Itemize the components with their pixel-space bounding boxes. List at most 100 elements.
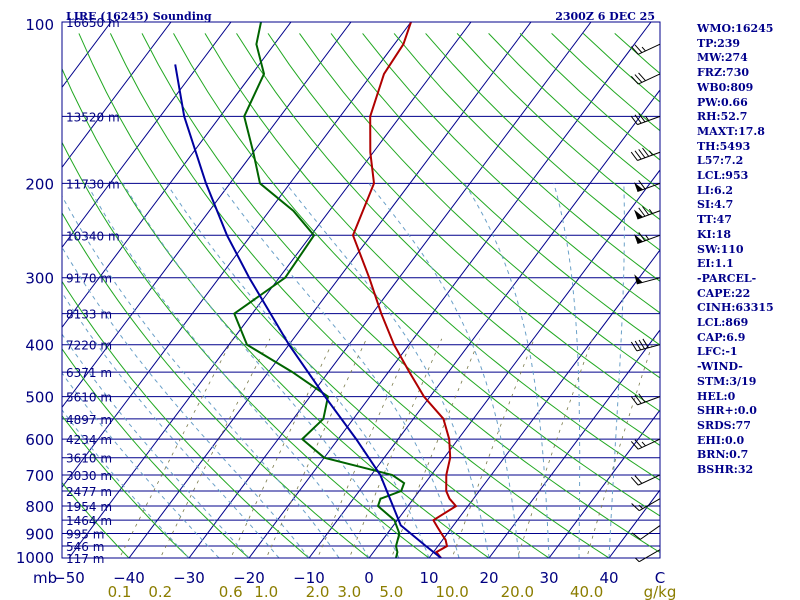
wind-barb-flag bbox=[638, 149, 646, 159]
mixing-ratio-label: 0.1 bbox=[108, 583, 132, 600]
wind-barb-flag bbox=[631, 532, 641, 540]
pressure-tick-label: 1000 bbox=[16, 549, 54, 567]
index-item: HEL:0 bbox=[697, 389, 736, 403]
dry-adiabat-line bbox=[62, 212, 370, 558]
dry-adiabat-line bbox=[425, 33, 660, 251]
isotherm-line bbox=[62, 22, 172, 169]
wind-barb-flag bbox=[638, 393, 646, 403]
moist-adiabat-line bbox=[464, 183, 550, 558]
wind-barb bbox=[630, 438, 661, 450]
wind-barb-flag bbox=[642, 338, 649, 349]
dry-adiabat-line bbox=[362, 33, 660, 314]
mixing-ratio-line bbox=[390, 338, 480, 558]
height-label: 995 m bbox=[66, 527, 104, 541]
wind-barb bbox=[635, 549, 661, 563]
dry-adiabat-line bbox=[62, 280, 310, 558]
wind-barb-flag bbox=[638, 113, 646, 123]
index-item: MW:274 bbox=[697, 51, 748, 65]
wind-barb-pennant bbox=[634, 182, 644, 192]
isotherm-line bbox=[428, 249, 660, 558]
isotherm-line bbox=[128, 22, 532, 558]
temperature-tick-label: 10 bbox=[419, 569, 438, 587]
wind-barb-flag bbox=[634, 340, 642, 351]
wind-barb-pennant bbox=[634, 274, 643, 284]
height-label: 4234 m bbox=[66, 433, 112, 447]
wind-barb-flag bbox=[634, 394, 642, 404]
height-label: 16650 m bbox=[66, 16, 120, 30]
temperature-tick-label: −10 bbox=[293, 569, 325, 587]
wind-barbs bbox=[630, 43, 661, 563]
index-item: TP:239 bbox=[697, 36, 741, 50]
mixing-ratio-label: 20.0 bbox=[501, 583, 534, 600]
wind-barb bbox=[631, 525, 661, 540]
wind-barb-staff bbox=[640, 525, 661, 540]
wind-barb-flag bbox=[638, 180, 646, 190]
height-label: 9170 m bbox=[66, 272, 112, 286]
wind-barb-half-flag bbox=[648, 209, 653, 214]
index-item: L57:7.2 bbox=[697, 154, 744, 168]
wind-barb-flag bbox=[634, 74, 643, 83]
moist-adiabat-line bbox=[285, 183, 490, 558]
wind-barb bbox=[634, 232, 661, 244]
temperature-tick-label: 30 bbox=[539, 569, 558, 587]
wind-barb bbox=[634, 274, 661, 285]
moist-adiabat-line bbox=[608, 183, 625, 558]
height-label: 6371 m bbox=[66, 366, 112, 380]
wind-barb-flag bbox=[634, 114, 642, 124]
wind-barb-half-flag bbox=[635, 557, 640, 563]
mixing-ratio-line bbox=[586, 338, 655, 558]
height-label: 11730 m bbox=[66, 177, 120, 191]
mixing-ratio-line bbox=[265, 338, 367, 558]
height-label: 4897 m bbox=[66, 413, 112, 427]
temperature-tick-label: 40 bbox=[599, 569, 618, 587]
index-item: CAP:6.9 bbox=[697, 330, 746, 344]
temperature-tick-label: −30 bbox=[173, 569, 205, 587]
wind-barb-half-flag bbox=[648, 150, 653, 156]
mixing-ratio-unit-label: g/kg bbox=[644, 583, 677, 600]
isotherm-line bbox=[368, 169, 660, 558]
dry-adiabat-line bbox=[62, 348, 250, 558]
temperature-profile bbox=[351, 22, 458, 558]
index-item: CAPE:22 bbox=[697, 286, 751, 300]
pressure-tick-label: 300 bbox=[25, 270, 54, 288]
pressure-tick-label: 100 bbox=[25, 16, 54, 34]
wind-barb-flag bbox=[630, 341, 638, 352]
height-label: 5610 m bbox=[66, 391, 112, 405]
height-label: 3610 m bbox=[66, 452, 112, 466]
dry-adiabat-line bbox=[109, 33, 610, 558]
index-item: BRN:0.7 bbox=[697, 448, 749, 462]
pressure-tick-label: 500 bbox=[25, 389, 54, 407]
wind-barb-flag bbox=[630, 441, 639, 450]
wind-barb bbox=[630, 72, 661, 85]
index-item: FRZ:730 bbox=[697, 66, 750, 80]
index-item: TH:5493 bbox=[697, 139, 751, 153]
index-item: EHI:0.0 bbox=[697, 433, 745, 447]
chart-title: LIRE (16245) Sounding bbox=[66, 10, 212, 23]
dry-adiabat-line bbox=[78, 33, 550, 558]
mixing-ratio-line bbox=[119, 338, 234, 558]
moist-adiabat-line bbox=[553, 183, 581, 558]
wind-barb-flag bbox=[642, 147, 650, 157]
index-item: SI:4.7 bbox=[697, 198, 734, 212]
index-item: LCL:869 bbox=[697, 316, 749, 330]
temperature-tick-label: −50 bbox=[53, 569, 85, 587]
isotherm-line bbox=[548, 409, 660, 558]
wind-barb-staff bbox=[637, 182, 661, 193]
wind-barb bbox=[634, 206, 661, 220]
isotherm-line bbox=[68, 22, 472, 558]
isotherm-line bbox=[62, 22, 352, 409]
wind-barb-flag bbox=[634, 475, 643, 484]
height-label: 10340 m bbox=[66, 229, 120, 243]
wind-barb-pennant bbox=[634, 209, 644, 219]
moist-adiabat-line bbox=[122, 183, 400, 558]
mixing-ratio-label: 3.0 bbox=[337, 583, 361, 600]
temperature-tick-label: −40 bbox=[113, 569, 145, 587]
pressure-tick-label: 900 bbox=[25, 525, 54, 543]
mixing-ratio-line bbox=[348, 338, 443, 558]
pressure-tick-label: 800 bbox=[25, 498, 54, 516]
moist-adiabat-line bbox=[62, 333, 250, 558]
isotherm-line bbox=[62, 22, 412, 489]
temperature-tick-label: 20 bbox=[479, 569, 498, 587]
temperature-unit-label: C bbox=[655, 569, 665, 587]
